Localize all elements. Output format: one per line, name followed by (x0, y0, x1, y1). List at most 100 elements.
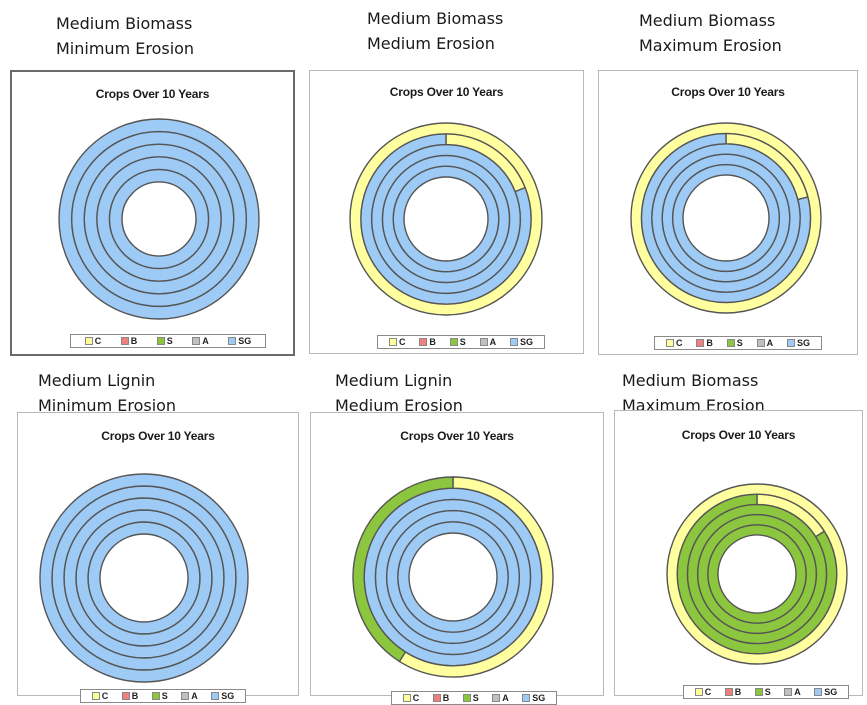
legend-swatch-sg (510, 338, 519, 346)
legend-label-s: S (764, 687, 771, 697)
heading-3-line-1: Medium Biomass (639, 11, 776, 30)
legend-label-sg: SG (520, 337, 534, 347)
legend-item-a: A (192, 336, 209, 346)
legend-label-sg: SG (221, 691, 235, 701)
legend-swatch-c (694, 688, 703, 696)
legend-item-s: S (754, 687, 771, 697)
ring-5-segment-C (349, 122, 543, 316)
legend-swatch-s (726, 339, 735, 347)
heading-3: Medium Biomass Maximum Erosion (639, 8, 782, 58)
chart-panel-2: Crops Over 10 Years C B S A SG (309, 70, 584, 354)
ring-5-segment-S (352, 476, 454, 663)
legend-swatch-a (181, 692, 190, 700)
legend-label-s: S (161, 691, 168, 701)
legend: C B S A SG (391, 691, 557, 705)
legend-item-b: B (432, 693, 450, 703)
legend-label-c: C (94, 336, 102, 346)
heading-3-line-2: Maximum Erosion (639, 36, 782, 55)
legend-label-sg: SG (532, 693, 546, 703)
heading-1-line-1: Medium Biomass (56, 14, 193, 33)
legend-item-a: A (756, 338, 774, 348)
chart-panel-5: Crops Over 10 Years C B S A SG (310, 412, 604, 705)
legend-swatch-s (462, 694, 471, 702)
heading-6-line-1: Medium Biomass (622, 371, 759, 390)
chart-title: Crops Over 10 Years (671, 85, 785, 99)
legend-swatch-s (151, 692, 160, 700)
legend: C B S A SG (377, 335, 545, 349)
legend-label-s: S (459, 337, 466, 347)
legend-swatch-a (492, 694, 501, 702)
heading-1-line-2: Minimum Erosion (56, 39, 195, 58)
legend-swatch-b (724, 688, 733, 696)
legend-swatch-c (665, 339, 674, 347)
legend-label-a: A (794, 687, 801, 697)
donut-chart (39, 473, 249, 683)
legend-item-b: B (696, 338, 713, 348)
legend-item-sg: SG (814, 687, 837, 697)
legend-label-sg: SG (824, 687, 838, 697)
donut-chart (630, 122, 822, 314)
legend-label-b: B (734, 687, 742, 697)
chart-panel-4: Crops Over 10 Years C B S A SG (17, 412, 299, 703)
legend-item-a: A (784, 687, 801, 697)
chart-panel-6: Crops Over 10 Years C B S A SG (614, 410, 863, 699)
legend-item-s: S (449, 337, 466, 347)
legend-label-b: B (706, 338, 713, 348)
legend-label-s: S (472, 693, 479, 703)
legend-label-a: A (766, 338, 774, 348)
legend-item-b: B (120, 336, 138, 346)
legend-item-c: C (402, 693, 419, 703)
legend-swatch-b (696, 339, 705, 347)
legend-label-a: A (191, 691, 198, 701)
donut-chart (58, 118, 260, 320)
legend-swatch-sg (228, 337, 237, 345)
legend-swatch-b (419, 338, 428, 346)
legend-label-a: A (202, 336, 209, 346)
legend-swatch-a (784, 688, 793, 696)
legend-item-c: C (388, 337, 405, 347)
heading-4: Medium Lignin Minimum Erosion (38, 368, 176, 418)
donut-chart (349, 122, 543, 316)
legend-label-b: B (442, 693, 450, 703)
legend: C B S A SG (683, 685, 849, 699)
ring-5-segment-C (666, 483, 848, 665)
legend-label-b: B (130, 336, 138, 346)
legend-label-s: S (736, 338, 743, 348)
legend-swatch-sg (211, 692, 220, 700)
chart-title: Crops Over 10 Years (101, 429, 215, 443)
legend-swatch-sg (787, 339, 796, 347)
legend-swatch-sg (814, 688, 823, 696)
legend-label-s: S (166, 336, 173, 346)
legend-item-sg: SG (522, 693, 545, 703)
heading-2-line-1: Medium Biomass (367, 9, 504, 28)
heading-5-line-2: Medium Erosion (335, 396, 463, 415)
legend-item-c: C (665, 338, 683, 348)
heading-2: Medium Biomass Medium Erosion (367, 6, 503, 56)
legend-item-c: C (694, 687, 712, 697)
legend-label-b: B (131, 691, 139, 701)
legend-item-sg: SG (510, 337, 533, 347)
heading-5: Medium Lignin Medium Erosion (335, 368, 463, 418)
legend-swatch-a (192, 337, 201, 345)
legend-item-b: B (419, 337, 436, 347)
legend-label-a: A (489, 337, 497, 347)
legend-swatch-c (388, 338, 397, 346)
heading-1: Medium Biomass Minimum Erosion (56, 11, 194, 61)
legend-item-s: S (151, 691, 168, 701)
legend-swatch-b (432, 694, 441, 702)
donut-chart (666, 483, 848, 665)
ring-5-segment-SG (39, 473, 249, 683)
legend-label-b: B (429, 337, 436, 347)
legend-label-c: C (704, 687, 712, 697)
legend-item-s: S (726, 338, 743, 348)
legend-swatch-b (121, 692, 130, 700)
legend-label-sg: SG (797, 338, 811, 348)
chart-title: Crops Over 10 Years (95, 87, 210, 101)
legend-swatch-a (479, 338, 488, 346)
legend-item-sg: SG (228, 336, 251, 346)
legend-label-a: A (502, 693, 509, 703)
legend-swatch-sg (522, 694, 531, 702)
legend: C B S A SG (654, 336, 822, 350)
legend-label-sg: SG (238, 336, 252, 346)
legend-label-c: C (675, 338, 683, 348)
